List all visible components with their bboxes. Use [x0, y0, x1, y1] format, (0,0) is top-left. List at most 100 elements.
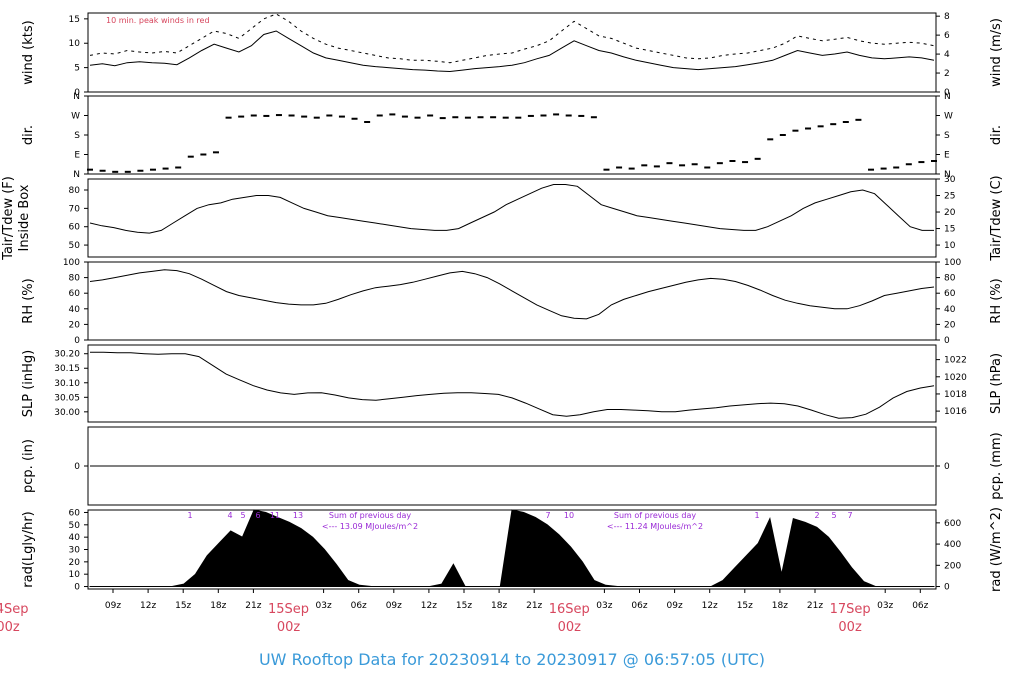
dir-point	[742, 161, 749, 164]
ylabel-right-wind: wind (m/s)	[989, 18, 1004, 87]
ytick-label-left: 60	[69, 223, 81, 233]
ytick-label-right: 20	[944, 208, 956, 218]
ytick-label-left: 30.20	[54, 350, 80, 360]
ytick-label-right: 1022	[944, 356, 967, 366]
ylabel-right-slp: SLP (hPa)	[989, 353, 1004, 414]
solar-sum-label: Sum of previous day	[614, 511, 696, 520]
dir-point	[275, 114, 282, 117]
solar-hour-label: 7	[545, 511, 550, 520]
ytick-label-right: 10	[944, 241, 956, 251]
dir-point	[124, 170, 131, 173]
ytick-label-left: 50	[69, 521, 81, 531]
series-line-wind-0	[89, 30, 935, 73]
ytick-label-left: N	[73, 92, 80, 102]
ytick-label-right: 30	[944, 175, 956, 185]
ytick-label-right: 20	[944, 320, 956, 330]
xtick-label: 09z	[386, 601, 402, 611]
dir-point	[716, 162, 723, 165]
panel-pcp: 0 0 pcp. (in) pcp. (mm)	[21, 426, 1004, 506]
dir-point	[540, 114, 547, 117]
dir-point	[805, 127, 812, 130]
ylabel-left-dir: dir.	[21, 125, 36, 145]
xtick-label: 12z	[140, 601, 156, 611]
xtick-label: 03z	[316, 601, 332, 611]
xtick-label: 12z	[702, 601, 718, 611]
xtick-label: 12z	[421, 601, 437, 611]
ytick-label-right: 25	[944, 192, 955, 202]
ytick-label-left: 10	[69, 39, 81, 49]
dir-point	[792, 129, 799, 132]
dir-point	[175, 166, 182, 169]
ytick-label-right: 400	[944, 540, 961, 550]
ytick-label-right: 0	[944, 88, 950, 98]
dir-point	[250, 114, 257, 117]
ytick-label-left: 30.15	[54, 364, 80, 374]
solar-hour-label: 2	[814, 511, 819, 520]
dir-point	[87, 168, 93, 171]
ytick-label-right: 1018	[944, 390, 967, 400]
solar-hour-label: 5	[831, 511, 836, 520]
dir-point	[754, 157, 761, 160]
ytick-label-right: 0	[944, 462, 950, 472]
ytick-label-left: 0	[74, 336, 80, 346]
xtick-label: 18z	[210, 601, 226, 611]
ytick-label-left: 40	[69, 305, 81, 315]
dir-point	[464, 116, 471, 119]
ytick-label-right: 2	[944, 69, 950, 79]
dir-point	[490, 116, 497, 119]
ytick-label-right: N	[944, 170, 951, 180]
solar-hour-label: 1	[187, 511, 192, 520]
dir-point	[767, 138, 774, 141]
ytick-label-right: 40	[944, 305, 956, 315]
ytick-label-right: 100	[944, 258, 961, 268]
radiation-area	[89, 509, 935, 588]
day-label-date-partial: 14Sep	[0, 602, 29, 617]
ytick-label-left: 0	[74, 462, 80, 472]
ytick-label-right: 600	[944, 519, 961, 529]
dir-point	[616, 166, 623, 169]
ytick-label-right: 6	[944, 31, 950, 41]
ytick-label-right: 0	[944, 583, 950, 593]
dir-point	[427, 114, 434, 117]
dir-point	[326, 114, 333, 117]
ytick-label-left: 20	[69, 320, 81, 330]
dir-point	[502, 116, 509, 119]
dir-point	[578, 114, 585, 117]
ylabel-right-rh: RH (%)	[989, 278, 1004, 323]
xtick-label: 18z	[772, 601, 788, 611]
series-line-wind-1	[89, 13, 935, 64]
dir-point	[679, 164, 686, 167]
dir-point	[439, 117, 446, 120]
ytick-label-left: 30.05	[54, 393, 80, 403]
solar-hour-label: 1	[754, 511, 759, 520]
dir-point	[565, 114, 572, 117]
ytick-label-left: E	[74, 151, 80, 161]
ytick-label-left: 60	[69, 289, 81, 299]
ytick-label-right: 60	[944, 289, 956, 299]
dir-point	[212, 151, 219, 154]
ytick-label-left: 40	[69, 533, 81, 543]
ytick-label-right: 1020	[944, 373, 967, 383]
panel-wind: 0 5 10 15 0 2 4 6 8 wind (kts) wind (m/s) 10 min. p…	[21, 12, 1004, 98]
ytick-label-left: W	[71, 112, 80, 122]
solar-hour-label: 10	[564, 511, 574, 520]
day-label-date: 17Sep	[830, 602, 871, 617]
xtick-label: 21z	[526, 601, 542, 611]
ytick-label-left: 50	[69, 241, 81, 251]
dir-point	[653, 165, 660, 168]
xtick-label: 06z	[631, 601, 647, 611]
dir-point	[238, 115, 245, 118]
dir-point	[905, 163, 912, 166]
ytick-label-right: 8	[944, 12, 950, 22]
xtick-label: 15z	[737, 601, 753, 611]
xtick-label: 15z	[456, 601, 472, 611]
dir-point	[477, 116, 484, 119]
xtick-label: 06z	[351, 601, 367, 611]
dir-point	[401, 115, 408, 118]
panel-temp: 50 60 70 80 10 15 20 25 30 Tair/Tdew (F) Inside Bo…	[1, 175, 1004, 262]
ytick-label-left: 80	[69, 274, 81, 284]
dir-point	[389, 113, 396, 116]
solar-hour-label: 5	[240, 511, 245, 520]
